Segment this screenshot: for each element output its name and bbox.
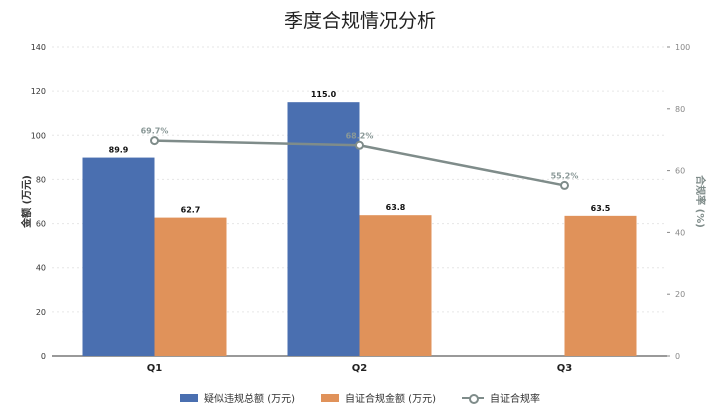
y-tick-label: 100 xyxy=(31,131,46,140)
x-tick-label: Q2 xyxy=(352,363,368,374)
y-tick-label: 60 xyxy=(36,220,46,229)
rate-point xyxy=(355,140,364,150)
rate-point xyxy=(150,136,159,146)
legend-swatch-violation xyxy=(180,393,199,402)
legend-swatch-compliance xyxy=(321,393,339,402)
rate-point xyxy=(560,180,569,190)
bar-value-label: 115.0 xyxy=(311,90,337,99)
y-tick-label: 80 xyxy=(36,175,46,184)
rate-value-label: 69.7% xyxy=(141,127,169,136)
bar-compliance xyxy=(564,215,637,356)
x-tick-label: Q1 xyxy=(147,363,163,374)
bar-violation xyxy=(82,157,155,356)
legend-swatch-rate xyxy=(461,393,484,404)
legend-label-violation: 疑似违规总额 (万元) xyxy=(204,394,295,405)
y2-tick-label: 20 xyxy=(675,290,685,299)
chart-title: 季度合规情况分析 xyxy=(283,10,436,32)
y-tick-label: 20 xyxy=(36,308,46,317)
y2-tick-label: 0 xyxy=(675,352,680,361)
bar-value-label: 89.9 xyxy=(109,146,129,155)
bar-compliance xyxy=(154,217,227,356)
y-tick-label: 40 xyxy=(36,264,46,273)
x-tick-label: Q3 xyxy=(557,363,573,374)
y-tick-label: 0 xyxy=(41,352,46,361)
legend-item-compliance: 自证合规金额 (万元) xyxy=(321,390,436,405)
bar-value-label: 62.7 xyxy=(181,206,201,215)
rate-value-label: 55.2% xyxy=(551,171,579,180)
bar-compliance xyxy=(359,215,432,356)
y2-tick-label: 60 xyxy=(675,167,685,176)
y-tick-label: 120 xyxy=(31,87,46,96)
legend-label-compliance: 自证合规金额 (万元) xyxy=(345,394,436,405)
y2-axis-label: 合规率 (%) xyxy=(694,174,707,228)
y2-tick-label: 100 xyxy=(675,43,690,52)
bar-value-label: 63.8 xyxy=(386,203,406,212)
legend-label-rate: 自证合规率 xyxy=(489,394,540,405)
rate-value-label: 68.2% xyxy=(346,131,374,140)
bar-value-label: 63.5 xyxy=(591,204,611,213)
y2-tick-label: 80 xyxy=(675,105,685,114)
legend-item-violation: 疑似违规总额 (万元) xyxy=(180,390,295,405)
legend-item-rate: 自证合规率 xyxy=(461,390,540,405)
y-axis-label: 金额 (万元) xyxy=(20,175,33,229)
chart-legend: 疑似违规总额 (万元) 自证合规金额 (万元) 自证合规率 xyxy=(0,390,720,405)
y-tick-label: 140 xyxy=(31,43,46,52)
y2-tick-label: 40 xyxy=(675,228,685,237)
